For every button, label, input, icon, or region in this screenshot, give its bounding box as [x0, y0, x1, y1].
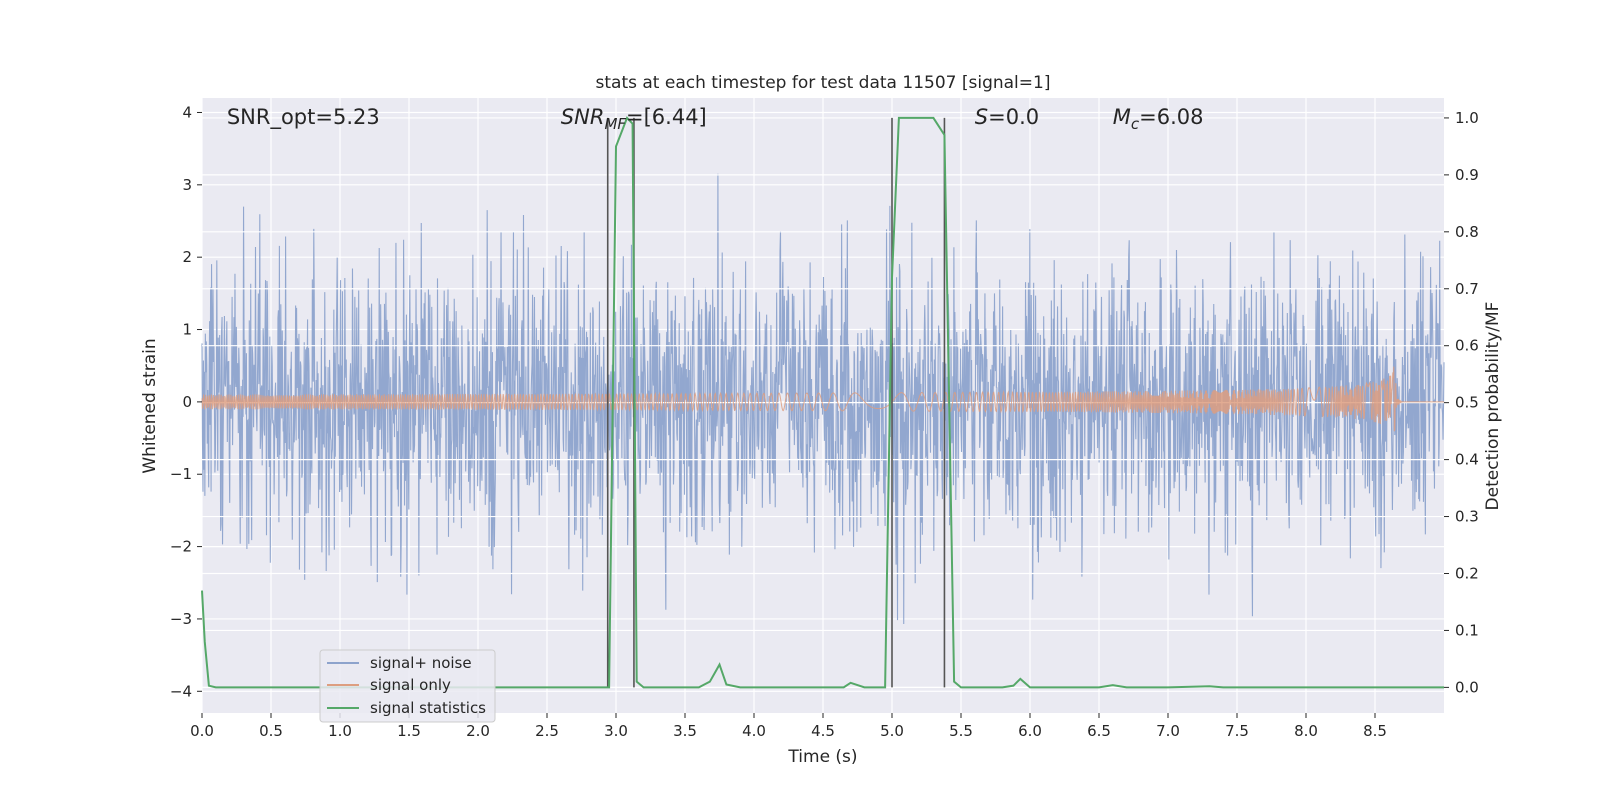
y-right-tick-label-9: 0.9: [1455, 166, 1479, 184]
y-right-tick-label-6: 0.6: [1455, 337, 1479, 355]
x-tick-label-0: 0.0: [190, 722, 214, 740]
y-right-tick-label-8: 0.8: [1455, 223, 1479, 241]
x-tick-label-4: 2.0: [466, 722, 490, 740]
y-right-tick-label-10: 1.0: [1455, 109, 1479, 127]
chirp-line: [201, 366, 1444, 432]
right-grid: [202, 117, 1444, 688]
annotations: SNR_opt=5.23 SNRMF=[6.44] S=0.0 Mc=6.08: [227, 105, 1204, 133]
x-tick-label-15: 7.5: [1225, 722, 1249, 740]
y-right-tick-label-3: 0.3: [1455, 508, 1479, 526]
x-tick-label-10: 5.0: [880, 722, 904, 740]
y-right-tick-label-7: 0.7: [1455, 280, 1479, 298]
y-right-tick-label-0: 0.0: [1455, 678, 1479, 696]
legend-label-stat: signal statistics: [370, 699, 486, 717]
y-right-tick-label-5: 0.5: [1455, 394, 1479, 412]
y-tick-label-0: −4: [170, 682, 192, 700]
y-axis-label: Whitened strain: [140, 338, 160, 473]
x-tick-label-16: 8.0: [1294, 722, 1318, 740]
x-tick-label-14: 7.0: [1156, 722, 1180, 740]
y-right-tick-label-4: 0.4: [1455, 451, 1479, 469]
x-tick-label-6: 3.0: [604, 722, 628, 740]
x-axis-label: Time (s): [787, 747, 857, 767]
y-right-tick-label-2: 0.2: [1455, 564, 1479, 582]
annotation-snr-mf: SNRMF=[6.44]: [561, 105, 707, 133]
x-tick-label-5: 2.5: [535, 722, 559, 740]
annotation-mc: Mc=6.08: [1113, 105, 1204, 133]
x-tick-label-9: 4.5: [811, 722, 835, 740]
y-tick-label-7: 3: [182, 176, 192, 194]
chart-title: stats at each timestep for test data 115…: [596, 73, 1051, 93]
y-tick-label-2: −2: [170, 538, 192, 556]
x-tick-label-1: 0.5: [259, 722, 283, 740]
legend: signal+ noise signal only signal statist…: [319, 649, 496, 723]
y-tick-label-5: 1: [182, 321, 192, 339]
y-tick-label-3: −1: [170, 465, 192, 483]
tick-labels: 0.0 0.5 1.0 1.5 2.0 2.5 3.0 3.5 4.0 4.5 5.0 5.5 6.0 6…: [170, 103, 1479, 740]
x-tick-label-7: 3.5: [673, 722, 697, 740]
x-tick-label-8: 4.0: [742, 722, 766, 740]
y-right-axis-label: Detection probability/MF: [1483, 302, 1503, 511]
annotation-s-stat: S=0.0: [975, 105, 1039, 129]
legend-box: [319, 649, 496, 723]
x-tick-label-17: 8.5: [1363, 722, 1387, 740]
x-tick-label-3: 1.5: [397, 722, 421, 740]
annotation-snr-opt: SNR_opt=5.23: [227, 105, 380, 130]
signal-only-series: [201, 366, 1444, 432]
x-tick-label-11: 5.5: [949, 722, 973, 740]
y-tick-label-4: 0: [182, 393, 192, 411]
y-right-tick-label-1: 0.1: [1455, 621, 1479, 639]
x-tick-label-12: 6.0: [1018, 722, 1042, 740]
x-tick-label-2: 1.0: [328, 722, 352, 740]
legend-label-signal: signal only: [370, 676, 451, 694]
y-tick-label-8: 4: [182, 103, 192, 121]
legend-label-noise: signal+ noise: [370, 654, 472, 672]
y-tick-label-1: −3: [170, 610, 192, 628]
y-tick-label-6: 2: [182, 248, 192, 266]
x-tick-label-13: 6.5: [1087, 722, 1111, 740]
